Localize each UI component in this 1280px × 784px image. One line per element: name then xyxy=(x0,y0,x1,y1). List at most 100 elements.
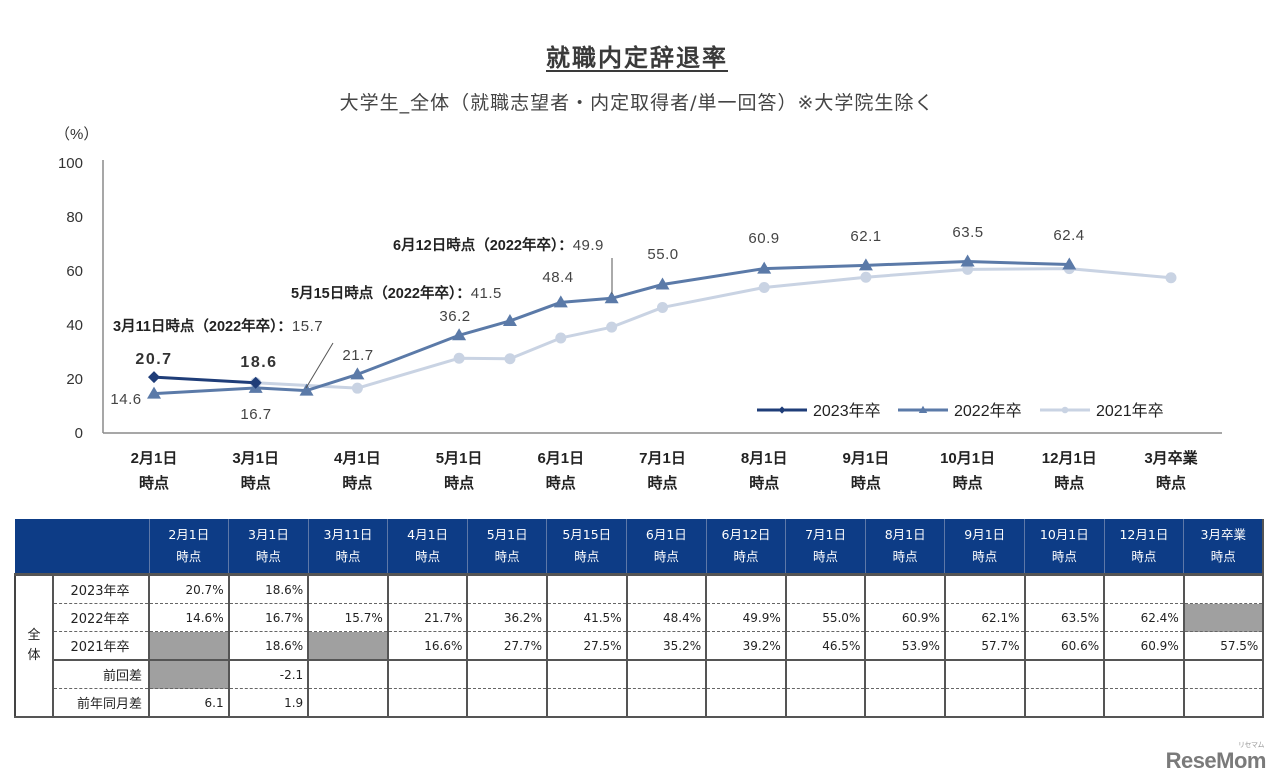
table-cell: 16.6% xyxy=(386,631,468,661)
data-label: 14.6 xyxy=(110,391,141,408)
data-label: 62.1 xyxy=(850,228,881,245)
row-label: 2021年卒 xyxy=(52,631,149,661)
x-tick-label: 6月1日 xyxy=(537,450,584,467)
data-label: 21.7 xyxy=(342,347,373,364)
column-header: 10月1日 時点 xyxy=(1024,519,1105,576)
table-cell: 53.9% xyxy=(864,631,945,661)
table-cell: 39.2% xyxy=(705,631,786,661)
table-cell: 55.0% xyxy=(784,603,866,632)
column-header-suffix: 時点 xyxy=(813,549,839,564)
column-header: 3月卒業 時点 xyxy=(1183,519,1264,576)
x-tick-label: 3月1日 xyxy=(232,450,279,467)
row-label: 前回差 xyxy=(52,660,149,689)
triangle-marker-icon xyxy=(1062,257,1077,270)
annotation-callout: 5月15日時点（2022年卒）：41.5 xyxy=(291,284,502,302)
triangle-marker-icon xyxy=(918,405,928,413)
diamond-marker-icon xyxy=(148,371,160,384)
table-cell xyxy=(705,688,786,718)
triangle-marker-icon xyxy=(452,328,467,341)
x-tick-label: 7月1日 xyxy=(639,450,686,467)
series-line xyxy=(153,375,256,385)
table-cell xyxy=(1182,688,1264,718)
triangle-marker-icon xyxy=(960,254,975,267)
circle-marker-icon xyxy=(453,352,465,364)
triangle-marker-icon xyxy=(502,313,517,326)
table-cell xyxy=(1103,574,1184,604)
column-header-date: 7月1日 xyxy=(805,527,846,542)
column-header-suffix: 時点 xyxy=(335,549,361,564)
table-cell xyxy=(705,660,786,689)
legend-label: 2022年卒 xyxy=(954,402,1022,420)
table-cell: 21.7% xyxy=(386,603,468,632)
table-header-row: 2月1日 時点 3月1日 時点 3月11日 時点 4月1日 時点 5月1日 時点 5月15日 時点 6月… xyxy=(15,519,1264,576)
x-tick-label: 9月1日 xyxy=(843,450,890,467)
table-cell: 16.7% xyxy=(227,603,309,632)
table-cell xyxy=(1103,688,1184,718)
table-cell xyxy=(545,574,627,604)
table-cell: 15.7% xyxy=(307,603,388,632)
table-cell: 6.1 xyxy=(148,688,229,718)
column-header-date: 2月1日 xyxy=(168,527,210,542)
table-cell xyxy=(625,574,707,604)
column-header-suffix: 時点 xyxy=(574,549,600,564)
column-header: 5月1日 時点 xyxy=(466,519,547,576)
y-axis-unit-label: （%） xyxy=(55,126,98,143)
leader-line xyxy=(305,342,334,389)
column-header-suffix: 時点 xyxy=(733,549,759,564)
chart-legend: 2023年卒 2022年卒 2021年卒 xyxy=(757,402,1164,420)
table-cell xyxy=(784,688,866,718)
table-cell xyxy=(545,688,627,718)
table-cell xyxy=(386,688,468,718)
table-cell xyxy=(864,574,945,604)
table-cell xyxy=(307,688,388,718)
table-cell xyxy=(864,688,945,718)
data-label: 48.4 xyxy=(542,269,573,286)
table-cell xyxy=(386,574,468,604)
table-cell xyxy=(545,660,627,689)
table-cell xyxy=(943,688,1025,718)
series-2023年卒 xyxy=(148,371,262,389)
legend-label: 2021年卒 xyxy=(1096,402,1164,420)
data-label: 20.7 xyxy=(135,351,172,368)
column-header-suffix: 時点 xyxy=(1131,549,1157,564)
column-header-date: 4月1日 xyxy=(407,527,449,542)
table-cell xyxy=(784,660,866,689)
table-cell: 49.9% xyxy=(705,603,786,632)
diamond-marker-icon xyxy=(249,376,262,389)
column-header-date: 3月1日 xyxy=(247,527,289,542)
circle-marker-icon xyxy=(758,281,770,293)
legend-item: 2023年卒 xyxy=(757,402,881,420)
legend-label: 2023年卒 xyxy=(813,402,881,420)
series-2022年卒 xyxy=(147,254,1077,399)
triangle-marker-icon xyxy=(299,383,314,396)
table-cell: 62.1% xyxy=(943,603,1025,632)
column-header-date: 12月1日 xyxy=(1119,527,1169,542)
x-tick-label: 時点 xyxy=(953,474,983,492)
column-header: 6月1日 時点 xyxy=(626,519,707,576)
triangle-marker-icon xyxy=(147,386,161,399)
table-cell: 27.5% xyxy=(545,631,627,661)
table-cell xyxy=(466,660,547,689)
table-cell: 41.5% xyxy=(545,603,627,632)
column-header-date: 3月卒業 xyxy=(1200,527,1246,542)
column-header-date: 3月11日 xyxy=(323,527,373,542)
y-tick-label: 0 xyxy=(75,425,83,442)
column-header-date: 5月1日 xyxy=(486,527,528,542)
table-cell: 35.2% xyxy=(625,631,707,661)
table-cell: 36.2% xyxy=(466,603,547,632)
x-tick-label: 時点 xyxy=(1054,474,1084,492)
x-tick-label: 12月1日 xyxy=(1042,450,1097,467)
table-cell xyxy=(625,660,707,689)
column-header: 7月1日時点 xyxy=(785,519,866,576)
circle-marker-icon xyxy=(555,332,567,344)
column-header-suffix: 時点 xyxy=(892,549,918,564)
legend-item: 2022年卒 xyxy=(898,402,1022,420)
triangle-marker-icon xyxy=(757,261,772,274)
table-cell xyxy=(943,660,1025,689)
circle-marker-icon xyxy=(1165,272,1177,284)
table-cell: 14.6% xyxy=(148,603,229,632)
column-header-suffix: 時点 xyxy=(1051,549,1077,564)
table-cell: 18.6% xyxy=(227,574,309,604)
x-tick-label: 時点 xyxy=(851,474,881,492)
